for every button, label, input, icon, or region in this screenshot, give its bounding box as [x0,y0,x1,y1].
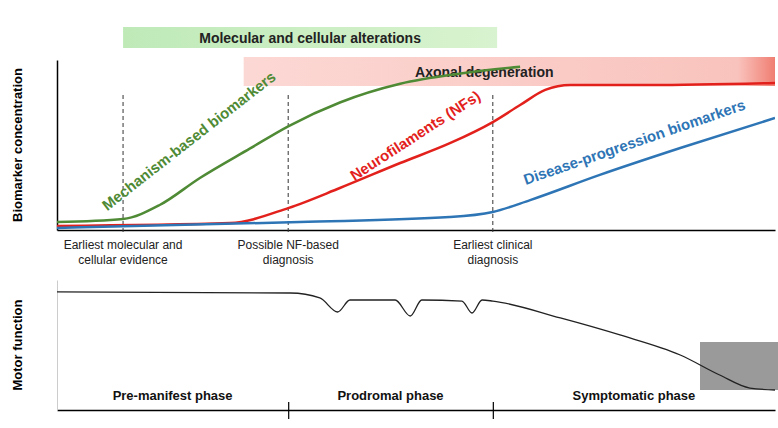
marker-label-line: diagnosis [467,253,518,267]
marker-label-line: diagnosis [263,253,314,267]
series-label: Neurofilaments (NFs) [347,87,483,184]
marker-label-line: Earliest clinical [453,238,532,252]
series-label: Mechanism-based biomarkers [99,68,279,214]
marker-label: Earliest clinicaldiagnosis [453,238,532,267]
tick-mark [493,402,494,419]
plot-area [57,67,775,228]
phase-label: Pre-manifest phase [113,388,233,403]
phase-label: Symptomatic phase [572,388,695,403]
chart-root: Molecular and cellular alterationsAxonal… [0,0,778,428]
series-line [57,292,775,390]
y-axis-title: Motor function [10,299,25,390]
x-axis [58,230,776,231]
marker-label-line: Earliest molecular and [64,238,183,252]
tick [493,402,494,419]
marker-label-line: Possible NF-based [238,238,339,252]
marker-label: Possible NF-baseddiagnosis [238,238,339,267]
marker-line [123,95,124,232]
marker-label-line: cellular evidence [78,253,168,267]
plot-area [57,292,775,390]
phase-label: Prodromal phase [337,388,443,403]
axis-line [58,230,776,232]
tick [288,402,289,419]
series-line [57,67,520,222]
marker-label: Earliest molecular andcellular evidence [64,238,183,267]
tick-mark [288,402,289,419]
y-axis [57,61,58,231]
marker-line [288,95,289,232]
band [123,27,497,48]
x-axis [58,402,776,419]
series-label: Disease-progression biomarkers [521,96,747,188]
axis-line [57,281,58,411]
image-box [700,342,778,390]
y-axis [57,281,58,411]
y-axis-title: Biomarker concentration [10,68,25,222]
band-label: Molecular and cellular alterations [199,30,421,46]
axis-line [58,410,776,412]
axis-line [57,61,59,231]
band [244,57,775,86]
